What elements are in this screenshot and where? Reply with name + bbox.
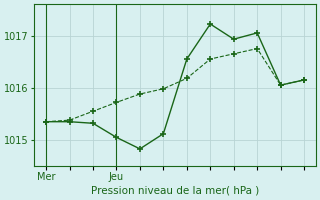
X-axis label: Pression niveau de la mer( hPa ): Pression niveau de la mer( hPa ) — [91, 186, 259, 196]
